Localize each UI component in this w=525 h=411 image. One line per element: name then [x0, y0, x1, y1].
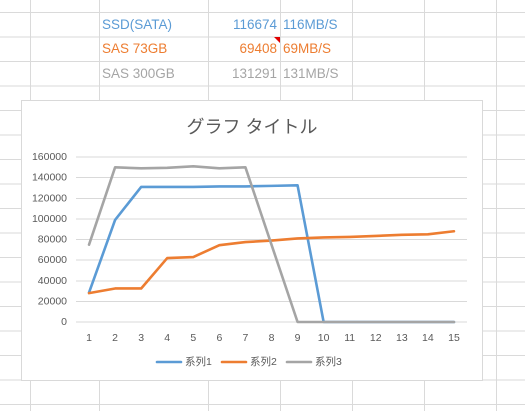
data-point-series-3[interactable]	[425, 319, 431, 325]
cell-drive-name[interactable]: SAS 300GB	[102, 65, 175, 81]
data-point-series-1[interactable]	[216, 183, 222, 189]
data-point-series-1[interactable]	[190, 184, 196, 190]
data-point-series-3[interactable]	[321, 319, 327, 325]
chart-frame[interactable]: グラフ タイトル 0 20000 40000 60000 80000 100000 12000…	[21, 100, 483, 381]
data-point-series-3[interactable]	[138, 165, 144, 171]
data-point-series-2[interactable]	[321, 234, 327, 240]
series-line-2[interactable]	[87, 229, 456, 295]
data-point-series-2[interactable]	[425, 231, 431, 237]
column-gridline	[496, 0, 497, 411]
y-tick-label: 160000	[32, 151, 67, 163]
x-tick-label: 10	[318, 332, 330, 344]
data-point-series-3[interactable]	[112, 164, 118, 170]
data-point-series-1[interactable]	[164, 184, 170, 190]
data-point-series-1[interactable]	[269, 183, 275, 189]
legend-label-3: 系列3	[315, 355, 342, 368]
data-point-series-1[interactable]	[242, 183, 248, 189]
data-point-series-1[interactable]	[295, 182, 301, 188]
legend-item-2[interactable]: 系列2	[220, 355, 277, 368]
y-tick-label: 40000	[38, 275, 67, 287]
cell-drive-name[interactable]: SAS 73GB	[102, 41, 168, 56]
cell-drive-name[interactable]: SSD(SATA)	[102, 16, 173, 32]
cell-drive-value[interactable]: 69408	[239, 41, 277, 56]
x-tick-label: 15	[448, 332, 460, 344]
data-point-series-3[interactable]	[269, 242, 275, 248]
legend[interactable]: 系列1 系列2 系列3	[155, 355, 342, 368]
x-tick-label: 5	[190, 332, 196, 344]
y-tick-label: 120000	[32, 192, 67, 204]
series-2[interactable]	[86, 228, 457, 296]
legend-item-1[interactable]: 系列1	[155, 355, 212, 368]
data-point-series-1[interactable]	[138, 184, 144, 190]
data-point-series-2[interactable]	[347, 234, 353, 240]
legend-label-1: 系列1	[185, 355, 212, 368]
legend-label-2: 系列2	[250, 355, 277, 368]
data-point-series-3[interactable]	[190, 163, 196, 169]
comment-indicator-icon[interactable]	[274, 37, 280, 43]
data-point-series-2[interactable]	[399, 232, 405, 238]
data-point-series-3[interactable]	[164, 165, 170, 171]
data-point-series-2[interactable]	[216, 242, 222, 248]
data-point-series-3[interactable]	[86, 242, 92, 248]
x-tick-label: 11	[344, 332, 355, 344]
category-axis[interactable]: 1 2 3 4 5 6 7 8 9 10 11 12 13 14 15	[86, 332, 460, 344]
data-point-series-2[interactable]	[190, 254, 196, 260]
cell-drive-value[interactable]: 116674	[232, 16, 277, 32]
x-tick-label: 9	[295, 332, 301, 344]
data-point-series-3[interactable]	[295, 319, 301, 325]
y-tick-label: 140000	[32, 172, 67, 184]
y-tick-label: 20000	[38, 295, 67, 307]
x-tick-label: 4	[164, 332, 170, 344]
data-point-series-3[interactable]	[373, 319, 379, 325]
data-point-series-2[interactable]	[86, 290, 92, 296]
data-point-series-3[interactable]	[347, 319, 353, 325]
x-tick-label: 1	[86, 332, 92, 344]
value-axis[interactable]: 0 20000 40000 60000 80000 100000 120000 140000 1…	[32, 151, 67, 328]
data-point-series-1[interactable]	[112, 217, 118, 223]
x-tick-label: 8	[269, 332, 275, 344]
x-tick-label: 14	[422, 332, 434, 344]
chart-title[interactable]: グラフ タイトル	[186, 117, 317, 137]
series-1[interactable]	[86, 182, 457, 325]
plot-area[interactable]	[86, 163, 457, 325]
cell-drive-value[interactable]: 131291	[231, 65, 277, 81]
y-tick-label: 80000	[38, 234, 67, 246]
data-point-series-3[interactable]	[399, 319, 405, 325]
data-point-series-3[interactable]	[242, 164, 248, 170]
x-tick-label: 6	[216, 332, 222, 344]
x-tick-label: 12	[370, 332, 382, 344]
data-point-series-3[interactable]	[451, 319, 457, 325]
data-point-series-2[interactable]	[451, 228, 457, 234]
line-chart[interactable]: グラフ タイトル 0 20000 40000 60000 80000 100000 12000…	[21, 100, 483, 381]
x-tick-label: 7	[243, 332, 249, 344]
y-tick-label: 0	[61, 316, 67, 328]
series-line-3[interactable]	[87, 164, 456, 324]
x-tick-label: 13	[396, 332, 408, 344]
data-point-series-3[interactable]	[216, 165, 222, 171]
data-point-series-2[interactable]	[295, 235, 301, 241]
legend-item-3[interactable]: 系列3	[285, 355, 342, 368]
data-point-series-2[interactable]	[242, 239, 248, 245]
series-3[interactable]	[86, 163, 457, 325]
data-point-series-2[interactable]	[112, 285, 118, 291]
x-tick-label: 3	[138, 332, 144, 344]
data-point-series-2[interactable]	[164, 255, 170, 261]
cell-drive-speed[interactable]: 69MB/S	[283, 41, 332, 56]
x-tick-label: 2	[112, 332, 118, 344]
data-point-series-2[interactable]	[138, 285, 144, 291]
data-point-series-2[interactable]	[373, 233, 379, 239]
cell-drive-speed[interactable]: 116MB/S	[283, 16, 338, 32]
y-tick-label: 60000	[38, 254, 67, 266]
cell-drive-speed[interactable]: 131MB/S	[283, 65, 339, 81]
y-tick-label: 100000	[32, 213, 67, 225]
